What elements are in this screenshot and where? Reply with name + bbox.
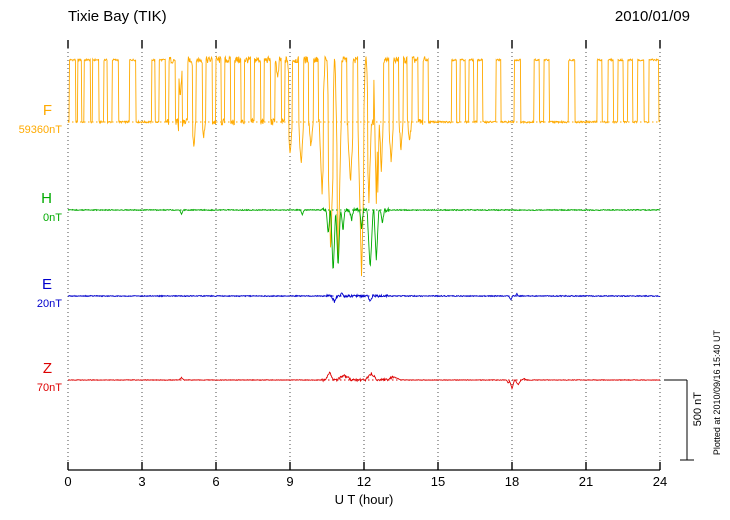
channel-baseline-value-E: 20nT <box>36 298 62 310</box>
scale-bar-label: 500 nT <box>692 392 704 427</box>
x-tick-label-24: 24 <box>652 474 668 489</box>
x-tick-label-9: 9 <box>286 474 294 489</box>
channel-label-F: F <box>42 102 52 119</box>
channel-label-H: H <box>41 190 52 207</box>
trace-F <box>67 55 660 277</box>
x-axis-label: U T (hour) <box>334 492 394 507</box>
plotted-at-note: Plotted at 2010/09/16 15:40 UT <box>712 330 722 456</box>
channel-baseline-value-H: 0nT <box>43 212 62 224</box>
x-tick-label-3: 3 <box>138 474 146 489</box>
x-tick-label-6: 6 <box>212 474 220 489</box>
station-title: Tixie Bay (TIK) <box>68 8 167 25</box>
trace-Z <box>68 371 661 391</box>
plot-date: 2010/01/09 <box>614 8 690 25</box>
x-tick-label-18: 18 <box>504 474 520 489</box>
channel-label-Z: Z <box>42 360 52 377</box>
x-tick-label-15: 15 <box>430 474 446 489</box>
channel-baseline-value-Z: 70nT <box>36 382 62 394</box>
x-tick-label-21: 21 <box>578 474 594 489</box>
channel-baseline-value-F: 59360nT <box>18 124 62 136</box>
channel-label-E: E <box>41 276 52 293</box>
x-tick-label-12: 12 <box>356 474 372 489</box>
trace-E <box>67 292 661 303</box>
trace-H <box>67 206 661 269</box>
x-tick-label-0: 0 <box>64 474 72 489</box>
